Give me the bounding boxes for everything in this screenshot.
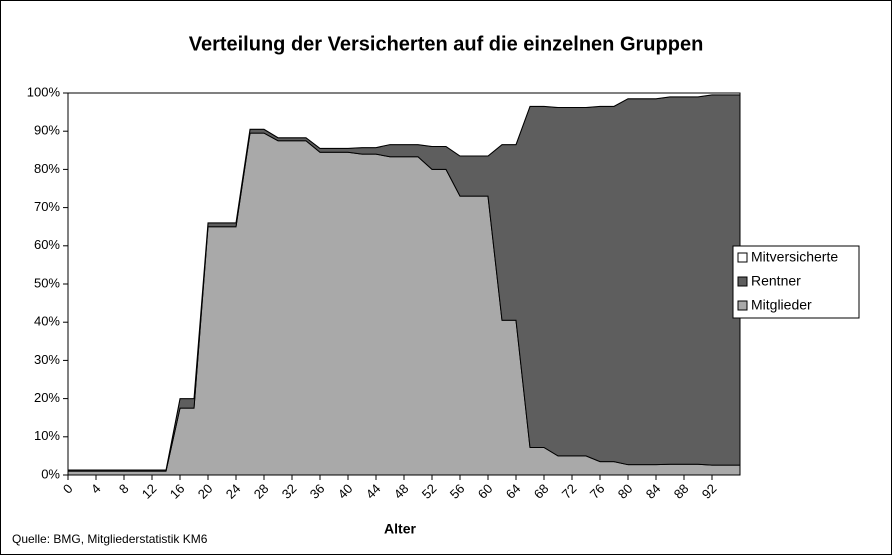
x-axis-title: Alter: [384, 521, 416, 537]
y-tick-label: 0%: [41, 466, 60, 481]
legend-swatch: [737, 300, 748, 311]
y-tick-label: 10%: [34, 428, 60, 443]
legend-swatch: [737, 276, 748, 287]
legend-label: Mitglieder: [751, 297, 812, 313]
y-tick-label: 40%: [34, 314, 60, 329]
source: Quelle: BMG, Mitgliederstatistik KM6: [12, 532, 208, 546]
area: [67, 92, 741, 471]
legend-box: [732, 245, 860, 319]
y-tick-label: 80%: [34, 161, 60, 176]
legend-label: Mitversicherte: [751, 249, 838, 265]
y-tick-label: 60%: [34, 237, 60, 252]
chart-title: Verteilung der Versicherten auf die einz…: [189, 33, 704, 55]
y-tick-label: 50%: [34, 275, 60, 290]
legend-swatch: [737, 252, 748, 263]
y-tick-label: 70%: [34, 199, 60, 214]
y-tick-label: 20%: [34, 390, 60, 405]
legend: Mitversicherte Rentner Mitglieder: [732, 245, 860, 319]
y-tick-label: 30%: [34, 352, 60, 367]
legend-label: Rentner: [751, 273, 801, 289]
y-tick-label: 100%: [27, 84, 61, 99]
y-tick-label: 90%: [34, 123, 60, 138]
